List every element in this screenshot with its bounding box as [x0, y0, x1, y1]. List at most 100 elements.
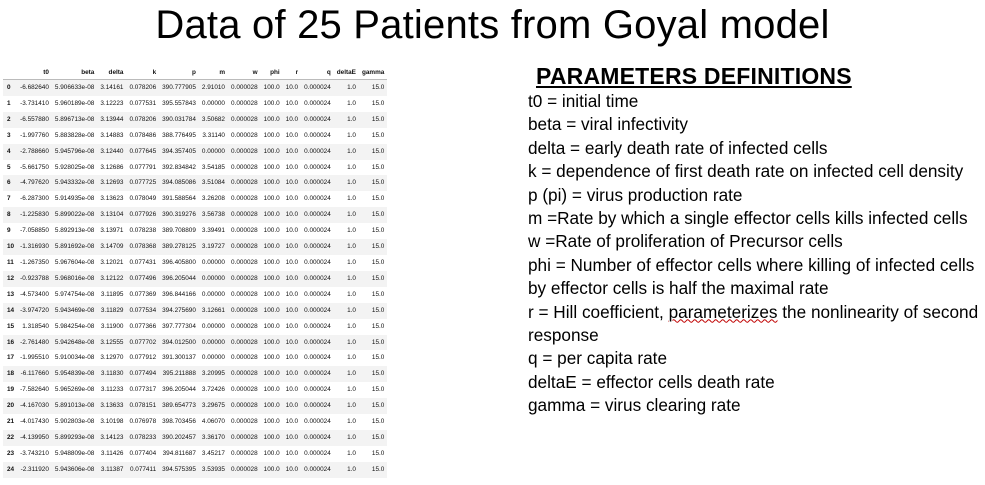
table-header-row: t0 beta delta k p m w phi r q deltaE gamma	[3, 66, 388, 80]
table-cell: 0.077431	[129, 258, 157, 266]
table-cell: 3.10198	[100, 418, 124, 426]
table-cell: 0.077404	[129, 449, 157, 457]
table-cell: 3.50682	[198, 111, 228, 128]
table-cell: 5.965269e-08	[54, 386, 95, 394]
table-cell: 5.967604e-08	[54, 258, 95, 266]
table-cell: 0.078151	[126, 398, 160, 415]
table-cell: 15.0	[371, 131, 385, 139]
table-cell: 5.984254e-08	[54, 322, 95, 330]
table-cell: -2.788660	[17, 143, 52, 160]
table-cell: 0.000028	[228, 175, 261, 192]
table-cell: 396.405800	[162, 258, 196, 266]
table-cell: 0.000024	[301, 111, 334, 128]
table-cell: 10.0	[285, 418, 299, 426]
table-cell: 10.0	[282, 302, 302, 319]
table-cell: 0.000028	[228, 270, 261, 287]
table-cell: 0.000028	[228, 334, 261, 351]
table-cell: 10.0	[282, 79, 302, 96]
table-cell: 3.13633	[97, 398, 127, 415]
table-cell: 3.12122	[97, 270, 127, 287]
table-cell: 0.000024	[304, 386, 331, 394]
table-cell: 1.0	[347, 322, 356, 330]
table-cell: -1.995510	[20, 354, 49, 362]
table-cell: 0.000028	[228, 302, 261, 319]
table-row: 18 -6.117660 5.954839e-08 3.11830 0.077494 39…	[3, 366, 388, 383]
table-cell: 0.000024	[301, 79, 334, 96]
table-row: 13 -4.573400 5.974754e-08 3.11895 0.077369 39…	[3, 287, 387, 303]
table-cell: 389.708809	[162, 227, 196, 235]
row-index: 1	[7, 99, 11, 107]
table-cell: 15.0	[358, 302, 388, 319]
row-index: 13	[7, 290, 15, 298]
table-cell: 5.960189e-08	[54, 99, 95, 107]
table-cell: 0.078368	[126, 239, 160, 255]
table-cell: 10.0	[282, 270, 302, 287]
table-cell: 390.777905	[159, 79, 199, 96]
table-cell: 0.00000	[201, 290, 225, 298]
table-cell: 15.0	[371, 418, 385, 426]
table-cell: 1.0	[347, 449, 356, 457]
table-cell: 0.076978	[129, 418, 157, 426]
table-cell: 0.078233	[126, 429, 160, 446]
table-cell: 0.000028	[228, 79, 261, 96]
table-cell: 394.811687	[162, 449, 196, 457]
table-row: 0 -6.682640 5.906633e-08 3.14161 0.078206 390…	[3, 79, 388, 96]
table-cell: 3.13944	[97, 111, 127, 128]
table-cell: 0.078238	[129, 227, 157, 235]
table-cell: 0.000024	[304, 131, 331, 139]
table-cell: 394.275690	[159, 302, 199, 319]
table-cell: 15.0	[358, 207, 388, 224]
table-cell: 0.000024	[304, 195, 331, 203]
table-cell: 390.319276	[159, 207, 199, 224]
table-cell: 3.12693	[97, 175, 127, 192]
column-header: r	[282, 66, 302, 80]
table-cell: 0.000024	[304, 290, 331, 298]
table-cell: 0.078206	[126, 111, 160, 128]
row-index: 0	[3, 79, 18, 96]
table-cell: 0.00000	[201, 354, 225, 362]
table-cell: 10.0	[282, 111, 302, 128]
table-cell: 10.0	[282, 239, 302, 255]
table-cell: 0.077926	[126, 207, 160, 224]
table-cell: 15.0	[358, 366, 388, 383]
row-index: 15	[7, 322, 15, 330]
table-cell: 15.0	[371, 449, 385, 457]
column-header: q	[301, 66, 334, 80]
row-index: 18	[3, 366, 18, 383]
table-cell: 10.0	[285, 354, 299, 362]
table-row: 12 -0.923788 5.968016e-08 3.12122 0.077496 39…	[3, 270, 388, 287]
table-cell: 0.077366	[129, 322, 157, 330]
table-cell: 0.000024	[301, 143, 334, 160]
parameter-definition: delta = early death rate of infected cel…	[528, 137, 828, 158]
table-cell: 3.11900	[100, 322, 124, 330]
table-cell: 100.0	[260, 366, 283, 383]
table-cell: 15.0	[371, 99, 385, 107]
table-cell: 3.14123	[97, 429, 127, 446]
table-cell: 3.11387	[97, 461, 127, 478]
table-cell: 100.0	[263, 418, 280, 426]
table-cell: 3.12661	[198, 302, 228, 319]
table-cell: 0.000028	[231, 163, 258, 171]
table-cell: 1.0	[347, 354, 356, 362]
table-cell: 0.000028	[228, 239, 261, 255]
table-cell: 0.00000	[198, 143, 228, 160]
patient-data-table: t0 beta delta k p m w phi r q deltaE gamma 0 -6.6826…	[3, 66, 388, 478]
table-row: 8 -1.225830 5.899022e-08 3.13104 0.077926 390…	[3, 207, 388, 224]
table-cell: 5.899022e-08	[51, 207, 98, 224]
column-header: t0	[17, 66, 52, 80]
table-cell: 15.0	[371, 322, 385, 330]
table-cell: 0.077496	[126, 270, 160, 287]
table-cell: 0.000024	[301, 207, 334, 224]
row-index: 17	[7, 354, 15, 362]
table-cell: -4.797620	[17, 175, 52, 192]
table-cell: 10.0	[285, 386, 299, 394]
table-cell: 10.0	[282, 207, 302, 224]
table-cell: 3.19727	[198, 239, 228, 255]
table-cell: 0.000024	[301, 175, 334, 192]
table-cell: 15.0	[358, 270, 388, 287]
table-cell: 10.0	[285, 449, 299, 457]
table-cell: 5.906633e-08	[51, 79, 98, 96]
table-cell: 0.00000	[198, 270, 228, 287]
table-cell: 5.902803e-08	[54, 418, 95, 426]
row-index: 8	[3, 207, 18, 224]
